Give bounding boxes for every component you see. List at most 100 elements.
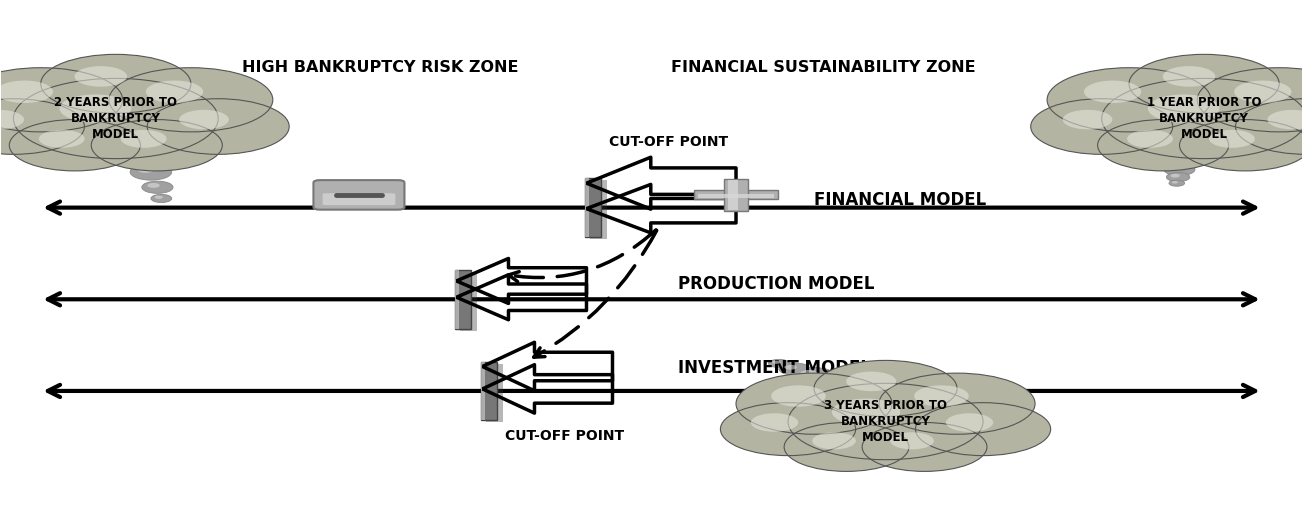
Circle shape <box>838 370 933 407</box>
Circle shape <box>762 383 866 424</box>
Circle shape <box>1209 130 1255 148</box>
Circle shape <box>171 108 266 145</box>
Circle shape <box>109 68 272 132</box>
Circle shape <box>880 373 1035 434</box>
Circle shape <box>53 137 96 154</box>
Circle shape <box>861 379 909 398</box>
Circle shape <box>1166 173 1190 182</box>
Circle shape <box>1268 110 1303 130</box>
Circle shape <box>91 120 223 171</box>
Circle shape <box>932 394 982 414</box>
Circle shape <box>1169 180 1184 186</box>
Circle shape <box>121 130 167 148</box>
Circle shape <box>1148 94 1220 122</box>
Circle shape <box>938 412 1028 447</box>
Circle shape <box>0 80 53 103</box>
Circle shape <box>1252 89 1303 111</box>
Circle shape <box>130 164 172 180</box>
Circle shape <box>788 394 840 414</box>
Circle shape <box>853 409 919 434</box>
Circle shape <box>1127 130 1173 148</box>
Circle shape <box>1170 174 1179 178</box>
FancyBboxPatch shape <box>728 180 737 209</box>
Circle shape <box>113 128 201 162</box>
Circle shape <box>1164 163 1195 176</box>
Circle shape <box>915 386 968 407</box>
Circle shape <box>863 422 986 472</box>
Circle shape <box>906 383 1009 424</box>
Circle shape <box>1234 80 1291 103</box>
Text: 1 YEAR PRIOR TO
BANKRUPTCY
MODEL: 1 YEAR PRIOR TO BANKRUPTCY MODEL <box>1147 96 1261 141</box>
Circle shape <box>1179 74 1229 94</box>
Circle shape <box>721 402 856 456</box>
Circle shape <box>194 117 242 136</box>
FancyBboxPatch shape <box>724 179 748 211</box>
Circle shape <box>164 89 218 111</box>
Circle shape <box>1224 137 1267 154</box>
Circle shape <box>751 413 799 432</box>
Circle shape <box>1170 105 1238 132</box>
Circle shape <box>1031 99 1173 154</box>
FancyBboxPatch shape <box>460 272 477 331</box>
Circle shape <box>916 402 1050 456</box>
FancyBboxPatch shape <box>455 270 459 329</box>
Text: PRODUCTION MODEL: PRODUCTION MODEL <box>678 275 874 293</box>
Circle shape <box>82 105 150 132</box>
Circle shape <box>846 372 896 391</box>
Circle shape <box>769 359 790 368</box>
Circle shape <box>765 420 810 438</box>
Circle shape <box>883 431 966 463</box>
Text: FINANCIAL MODEL: FINANCIAL MODEL <box>814 191 986 209</box>
Circle shape <box>31 128 119 162</box>
Circle shape <box>1075 78 1183 121</box>
Circle shape <box>773 360 780 364</box>
Circle shape <box>40 54 192 113</box>
Circle shape <box>74 66 128 87</box>
Circle shape <box>904 439 946 455</box>
Circle shape <box>800 370 817 376</box>
FancyBboxPatch shape <box>585 178 602 237</box>
Circle shape <box>60 94 132 122</box>
Circle shape <box>1162 66 1216 87</box>
Circle shape <box>1063 110 1113 130</box>
Circle shape <box>1171 181 1178 183</box>
Circle shape <box>805 431 889 463</box>
FancyBboxPatch shape <box>585 178 589 237</box>
Circle shape <box>136 137 179 154</box>
Circle shape <box>1235 99 1303 154</box>
Circle shape <box>736 373 893 434</box>
FancyBboxPatch shape <box>323 193 395 205</box>
Circle shape <box>0 110 23 130</box>
Circle shape <box>9 120 141 171</box>
Circle shape <box>771 386 826 407</box>
Circle shape <box>788 383 982 460</box>
Circle shape <box>1097 120 1229 171</box>
Circle shape <box>147 183 160 188</box>
Circle shape <box>146 80 203 103</box>
FancyBboxPatch shape <box>590 180 607 239</box>
Circle shape <box>1201 128 1289 162</box>
Circle shape <box>831 398 900 425</box>
Circle shape <box>1119 128 1207 162</box>
Circle shape <box>1197 68 1303 132</box>
Circle shape <box>743 412 833 447</box>
Circle shape <box>1169 165 1182 170</box>
Text: CUT-OFF POINT: CUT-OFF POINT <box>609 135 727 149</box>
Circle shape <box>65 64 165 103</box>
Circle shape <box>784 422 909 472</box>
FancyBboxPatch shape <box>486 364 503 422</box>
Circle shape <box>1128 54 1280 113</box>
FancyBboxPatch shape <box>481 361 498 420</box>
FancyBboxPatch shape <box>314 180 404 209</box>
FancyBboxPatch shape <box>455 270 472 329</box>
Circle shape <box>1054 108 1149 145</box>
Text: FINANCIAL SUSTAINABILITY ZONE: FINANCIAL SUSTAINABILITY ZONE <box>671 60 976 75</box>
Circle shape <box>1154 64 1255 103</box>
Text: 3 YEARS PRIOR TO
BANKRUPTCY
MODEL: 3 YEARS PRIOR TO BANKRUPTCY MODEL <box>823 399 947 444</box>
Circle shape <box>0 108 61 145</box>
Circle shape <box>1225 78 1303 121</box>
Circle shape <box>142 181 173 194</box>
Circle shape <box>0 117 36 136</box>
Circle shape <box>1078 117 1126 136</box>
Circle shape <box>0 99 85 154</box>
